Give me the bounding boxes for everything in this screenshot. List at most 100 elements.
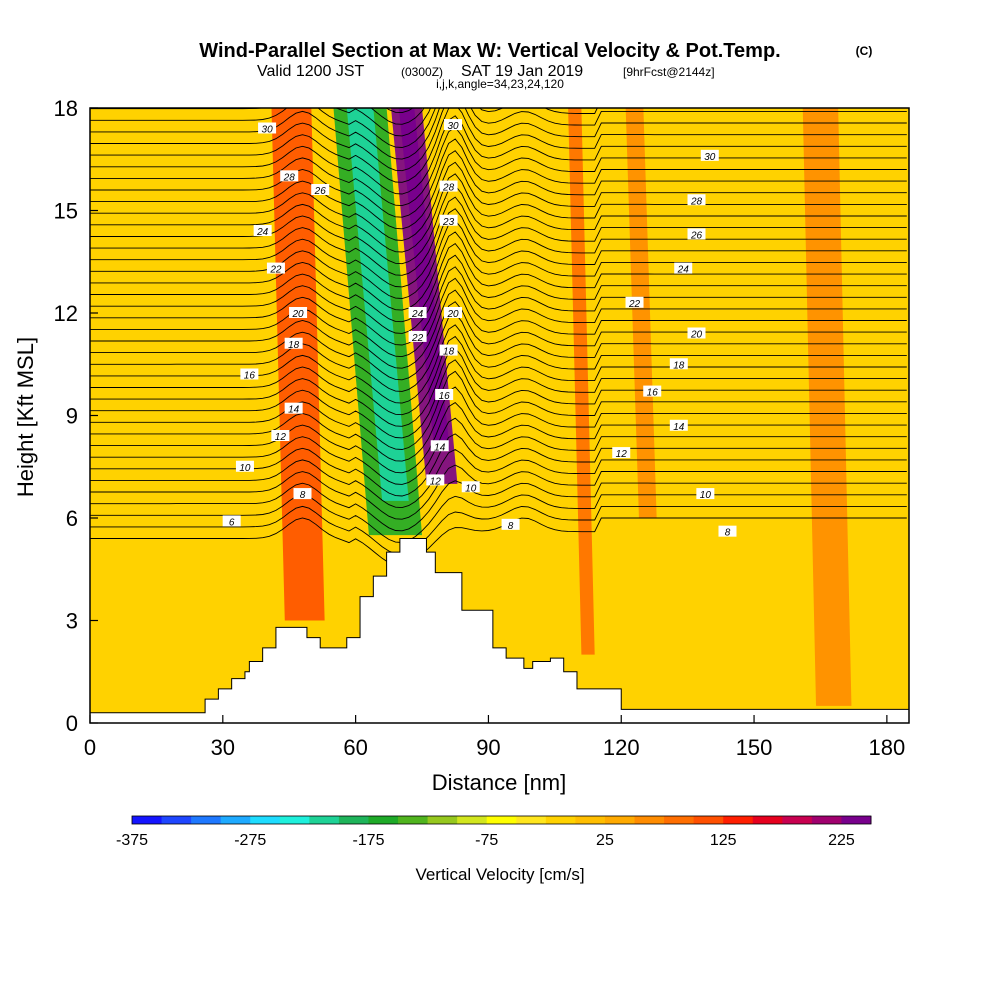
contour-label: 26 <box>314 186 327 197</box>
contour-label-bg <box>289 307 308 318</box>
contour-line <box>90 417 907 485</box>
contour-line <box>90 126 907 207</box>
colorbar-swatch <box>664 816 695 824</box>
contour-label: 28 <box>690 196 703 207</box>
contour-label: 12 <box>616 449 628 460</box>
y-tick-label: 6 <box>66 506 78 531</box>
contour-line <box>90 359 907 439</box>
contour-line <box>90 289 907 369</box>
velocity-band <box>568 108 595 655</box>
contour-label-bg <box>700 149 719 161</box>
contour-label: 10 <box>465 483 477 494</box>
contour-label-bg <box>687 228 706 240</box>
contour-label: 26 <box>690 230 703 241</box>
contour-label-bg <box>718 525 737 537</box>
contour-label: 28 <box>442 183 455 194</box>
contour-label: 10 <box>239 463 251 474</box>
colorbar-frame <box>131 815 872 825</box>
x-tick-label: 120 <box>603 735 640 760</box>
colorbar-tick-label: -375 <box>116 832 148 849</box>
contour-label-bg <box>625 296 644 308</box>
contour-label: 16 <box>647 388 659 399</box>
y-tick-label: 18 <box>54 96 78 121</box>
contour-line <box>90 505 907 555</box>
contour-label-bg <box>271 430 290 441</box>
contour-label: 8 <box>508 521 514 532</box>
x-tick-label: 90 <box>476 735 500 760</box>
x-tick-label: 150 <box>736 735 773 760</box>
contour-label: 30 <box>262 125 274 136</box>
colorbar-swatch <box>338 816 369 824</box>
contour-line <box>90 208 907 288</box>
colorbar-swatch <box>693 816 724 824</box>
colorbar-swatch <box>250 816 281 824</box>
colorbar-swatch <box>634 816 665 824</box>
x-tick-label: 0 <box>84 735 96 760</box>
contour-line <box>90 370 907 450</box>
colorbar-ticks: -375 -275 -175 -75 25 125 225 <box>116 832 855 849</box>
colorbar-swatch <box>191 816 222 824</box>
colorbar-swatch <box>575 816 606 824</box>
contour-label: 12 <box>275 432 287 443</box>
contour-line <box>90 312 907 392</box>
chart-subtitle: Valid 1200 JST (0300Z) SAT 19 Jan 2019 [… <box>257 63 715 80</box>
contour-label: 24 <box>256 227 269 238</box>
contour-label-bg <box>444 307 463 318</box>
y-axis: 0 3 6 9 12 15 18 <box>54 96 98 736</box>
valid-time: Valid 1200 JST <box>257 63 365 80</box>
x-axis: 0 30 60 90 120 150 180 <box>84 715 905 760</box>
contour-line <box>90 150 907 230</box>
potential-temperature-contours <box>90 108 907 567</box>
contour-label: 20 <box>446 309 459 320</box>
contour-line <box>90 433 907 497</box>
contour-label: 22 <box>269 265 282 276</box>
x-tick-label: 30 <box>211 735 235 760</box>
contour-label-bg <box>643 385 662 397</box>
colorbar-swatch <box>427 816 458 824</box>
colorbar <box>131 815 872 825</box>
contour-label-bg <box>258 122 277 134</box>
contour-label: 12 <box>430 476 442 487</box>
colorbar-label: Vertical Velocity [cm/s] <box>415 865 584 884</box>
contour-label-bg <box>280 170 299 182</box>
contour-label: 24 <box>411 309 424 320</box>
contour-label: 6 <box>229 517 235 528</box>
contour-label: 30 <box>447 121 459 132</box>
contour-label-bg <box>444 119 463 131</box>
y-tick-label: 3 <box>66 609 78 634</box>
contour-label: 28 <box>283 172 296 183</box>
contour-line <box>90 184 907 265</box>
contour-label: 14 <box>673 422 685 433</box>
colorbar-swatch <box>398 816 429 824</box>
velocity-band-core <box>398 108 450 450</box>
contour-label-bg <box>222 515 241 527</box>
contour-label-bg <box>674 262 693 274</box>
y-tick-label: 9 <box>66 404 78 429</box>
colorbar-swatch <box>132 816 163 824</box>
plot-background <box>90 108 909 723</box>
contour-line <box>90 324 907 404</box>
contour-label-bg <box>408 330 427 342</box>
contour-line <box>90 494 907 543</box>
colorbar-swatch <box>545 816 576 824</box>
contour-line <box>90 115 907 195</box>
contour-label: 22 <box>411 333 424 344</box>
contour-label-bg <box>439 214 458 226</box>
contour-label: 18 <box>443 347 455 358</box>
colorbar-tick-label: -175 <box>352 832 384 849</box>
contour-line <box>90 108 598 148</box>
y-tick-label: 0 <box>66 711 78 736</box>
contour-label-bg <box>426 474 445 486</box>
contour-label: 8 <box>725 528 731 539</box>
indices-line: i,j,k,angle=34,23,24,120 <box>436 77 564 91</box>
contour-line <box>90 219 907 299</box>
contour-label: 16 <box>439 391 451 402</box>
contour-label-bg <box>461 481 480 493</box>
terrain <box>90 538 909 723</box>
contour-line <box>90 108 907 160</box>
colorbar-swatch <box>752 816 783 824</box>
colorbar-swatch <box>457 816 488 824</box>
contour-line <box>90 231 907 311</box>
contour-line <box>90 402 907 474</box>
velocity-band <box>625 108 657 518</box>
